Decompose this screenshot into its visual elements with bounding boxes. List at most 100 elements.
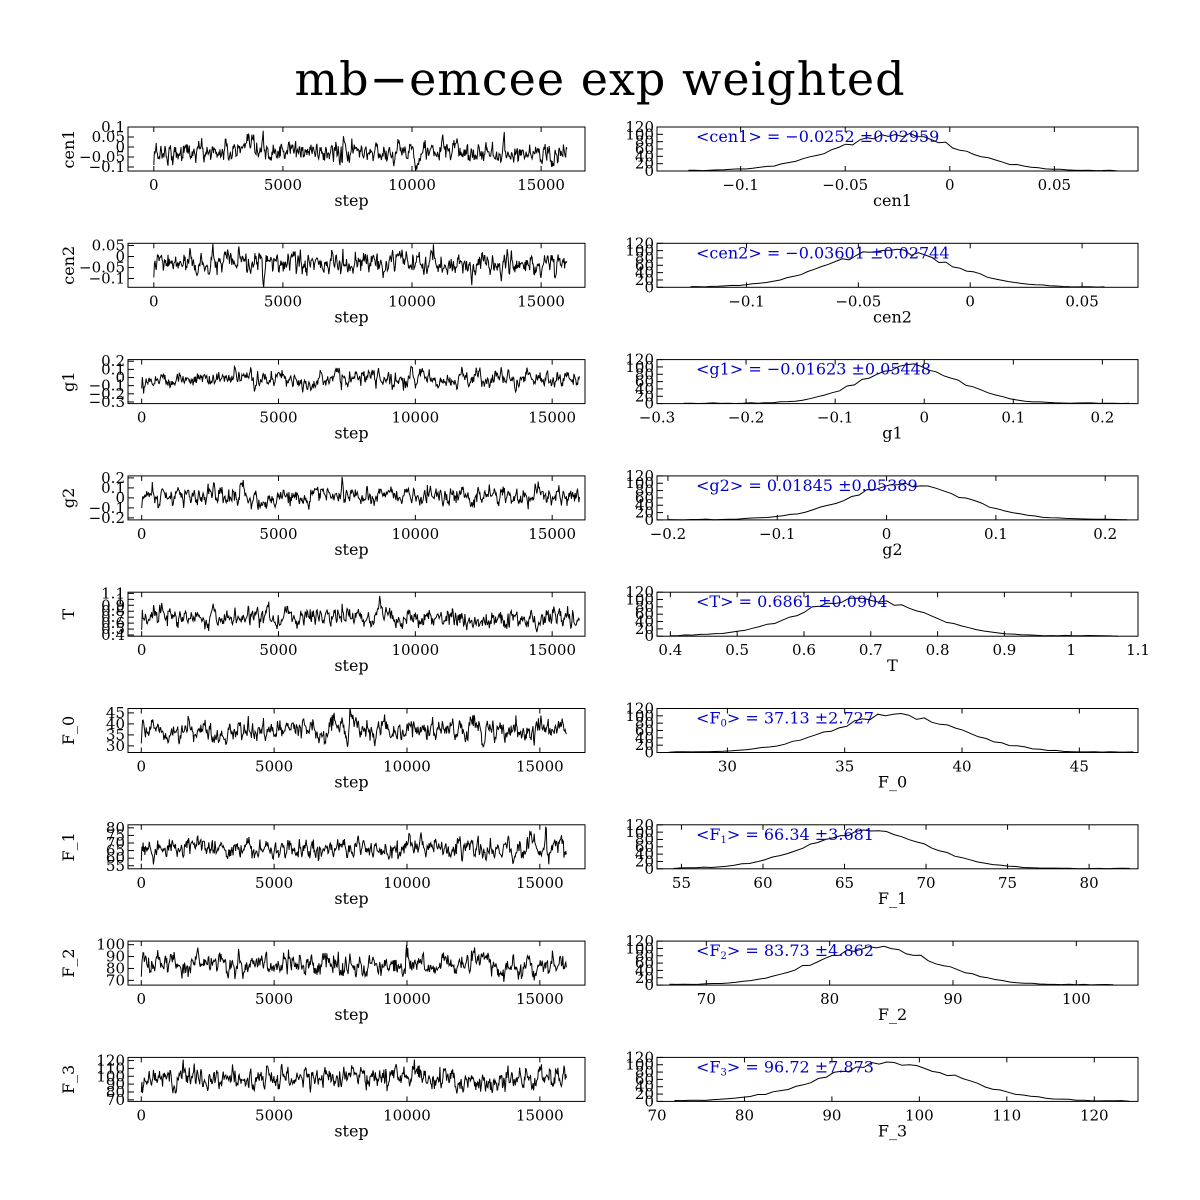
- y-tick-label: 80: [635, 598, 654, 616]
- trace-frame: [127, 475, 586, 521]
- x-tick-label: 0.2: [1093, 525, 1117, 543]
- y-tick-label: 60: [635, 954, 654, 972]
- x-tick-label: 90: [822, 1106, 841, 1124]
- y-tick-label: 80: [635, 714, 654, 732]
- x-tick-label: 0.7: [859, 641, 883, 659]
- histogram-curve: [667, 482, 1128, 521]
- x-tick-label: 0: [137, 758, 147, 776]
- x-tick-label: 10000: [383, 874, 431, 892]
- y-axis-label: F_3: [59, 1065, 78, 1094]
- y-tick-label: 90: [106, 948, 125, 966]
- y-tick-label: 80: [106, 819, 125, 837]
- y-tick-label: 0.5: [101, 620, 125, 638]
- y-tick-label: 80: [635, 947, 654, 965]
- x-axis-label: step: [334, 1005, 368, 1024]
- y-tick-label: 0: [644, 511, 654, 529]
- y-tick-label: −0.1: [89, 270, 125, 288]
- y-tick-label: −0.05: [79, 259, 125, 277]
- y-tick-label: 0.1: [101, 479, 125, 497]
- x-tick-label: 0: [149, 176, 159, 194]
- trace-line: [140, 944, 567, 982]
- x-tick-label: 15000: [516, 1106, 564, 1124]
- x-tick-label: 0: [137, 409, 147, 427]
- x-tick-label: 5000: [255, 758, 293, 776]
- y-tick-label: 55: [106, 857, 125, 875]
- histogram-curve: [670, 597, 1119, 637]
- y-tick-label: 60: [635, 489, 654, 507]
- y-tick-label: 80: [635, 830, 654, 848]
- histogram-curve: [669, 945, 1114, 986]
- trace-line: [140, 1059, 567, 1094]
- x-tick-label: 0: [919, 409, 929, 427]
- y-tick-label: 120: [625, 932, 654, 950]
- x-tick-label: 55: [672, 874, 691, 892]
- y-tick-label: 60: [106, 849, 125, 867]
- x-tick-label: 70: [916, 874, 935, 892]
- x-axis-label: step: [334, 656, 368, 675]
- histogram-panel-g1: −0.3 −0.2 −0.1 0 0.1 0.2120100806040200g1<g1>…: [625, 351, 1139, 443]
- x-tick-label: 0.2: [1090, 409, 1114, 427]
- y-tick-label: 40: [635, 1078, 654, 1096]
- y-tick-label: 60: [635, 605, 654, 623]
- y-tick-label: −0.1: [89, 499, 125, 517]
- y-tick-label: −0.3: [89, 393, 125, 411]
- trace-panel-T: 0 5000 10000 15000 1.110.90.80.70.60.50.4 ste…: [59, 584, 586, 675]
- y-tick-label: 120: [625, 351, 654, 369]
- x-tick-label: 1.1: [1126, 641, 1150, 659]
- x-tick-label: 5000: [259, 641, 297, 659]
- y-tick-label: 1: [115, 590, 125, 608]
- y-tick-label: −0.2: [89, 385, 125, 403]
- trace-frame: [127, 824, 586, 870]
- x-tick-label: 5000: [259, 409, 297, 427]
- y-tick-label: −0.05: [79, 148, 125, 166]
- y-tick-label: 60: [635, 140, 654, 158]
- x-axis-label: step: [334, 773, 368, 792]
- y-tick-label: 100: [625, 591, 654, 609]
- y-tick-label: 40: [106, 715, 125, 733]
- y-tick-label: 0.1: [101, 118, 125, 136]
- x-tick-label: 0: [137, 641, 147, 659]
- x-tick-label: 10000: [383, 990, 431, 1008]
- x-tick-label: 90: [943, 990, 962, 1008]
- x-tick-label: −0.1: [759, 525, 795, 543]
- y-tick-label: 120: [625, 118, 654, 136]
- histogram-curve: [688, 132, 1118, 172]
- x-tick-label: 10000: [388, 176, 436, 194]
- trace-frame: [127, 242, 586, 288]
- x-tick-label: 0.8: [926, 641, 950, 659]
- y-axis-label: F_2: [59, 948, 78, 977]
- y-tick-label: 35: [106, 726, 125, 744]
- y-tick-label: 80: [106, 1083, 125, 1101]
- y-tick-label: 65: [106, 842, 125, 860]
- y-tick-label: 60: [635, 838, 654, 856]
- y-tick-label: 100: [625, 1056, 654, 1074]
- y-tick-label: 20: [635, 271, 654, 289]
- histogram-annotation: <cen1> = −0.0252 ±0.02959: [696, 127, 939, 146]
- x-axis-label: g1: [882, 424, 902, 443]
- histogram-annotation: <F3> = 96.72 ±7.873: [696, 1057, 874, 1078]
- y-tick-label: 120: [625, 700, 654, 718]
- x-tick-label: 0.1: [1001, 409, 1025, 427]
- x-axis-label: step: [334, 540, 368, 559]
- y-tick-label: 20: [635, 736, 654, 754]
- x-tick-label: 5000: [264, 292, 302, 310]
- x-tick-label: 5000: [264, 176, 302, 194]
- x-axis-label: step: [334, 1121, 368, 1140]
- x-tick-label: 15000: [528, 525, 576, 543]
- y-tick-label: 100: [625, 474, 654, 492]
- x-tick-label: 0.05: [1038, 176, 1071, 194]
- y-tick-label: 0: [644, 976, 654, 994]
- x-tick-label: 10000: [391, 525, 439, 543]
- y-tick-label: 0: [644, 1092, 654, 1110]
- x-tick-label: 15000: [517, 176, 565, 194]
- x-tick-label: 30: [718, 758, 737, 776]
- x-tick-label: −0.1: [817, 409, 853, 427]
- histogram-curve: [673, 829, 1130, 870]
- y-tick-label: 40: [635, 961, 654, 979]
- trace-line: [153, 130, 568, 171]
- x-axis-label: step: [334, 424, 368, 443]
